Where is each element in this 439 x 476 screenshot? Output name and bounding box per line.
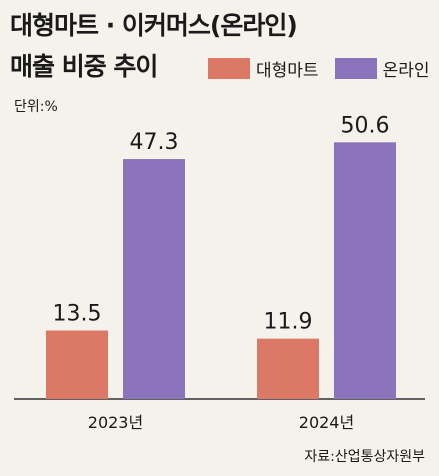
bar-online-2 <box>334 142 396 399</box>
data-label-offline-1: 13.5 <box>53 302 102 327</box>
chart-title-line1: 대형마트 · 이커머스(온라인) <box>10 11 298 40</box>
category-label-1: 2023년 <box>88 413 143 432</box>
chart-title-line2: 매출 비중 추이 <box>10 52 158 81</box>
bars: 13.5 47.3 2023년 11.9 50.6 2024년 <box>46 113 396 432</box>
source-label: 자료:산업통상자원부 <box>304 449 425 465</box>
legend-swatch-offline <box>208 58 250 79</box>
data-label-online-1: 47.3 <box>130 130 179 155</box>
bar-online-1 <box>123 159 185 399</box>
legend-swatch-online <box>334 58 377 79</box>
bar-offline-1 <box>46 330 108 399</box>
category-label-2: 2024년 <box>299 413 354 432</box>
legend-label-online: 온라인 <box>382 61 430 81</box>
data-label-online-2: 50.6 <box>341 113 390 138</box>
data-label-offline-2: 11.9 <box>264 310 313 335</box>
legend: 대형마트 온라인 <box>208 56 439 81</box>
legend-label-offline: 대형마트 <box>256 61 319 81</box>
bar-offline-2 <box>257 338 319 399</box>
unit-label: 단위:% <box>14 99 58 115</box>
